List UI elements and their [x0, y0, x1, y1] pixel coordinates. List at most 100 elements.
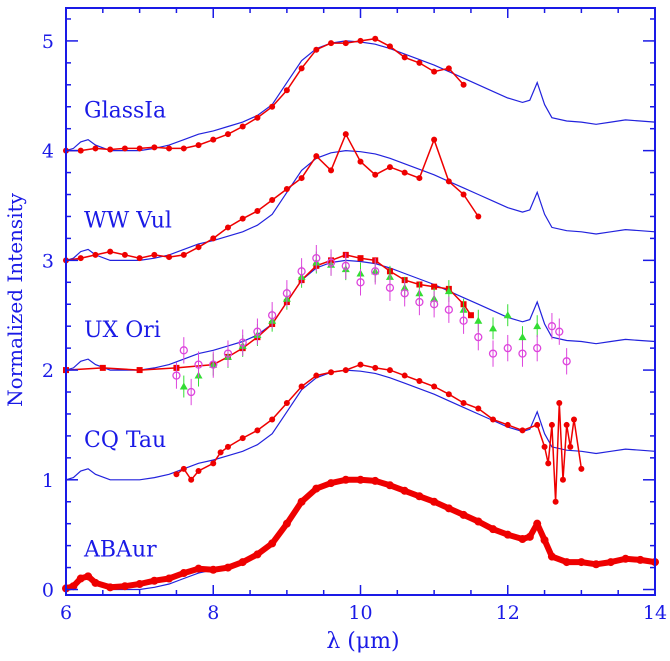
data-point-0-31 — [489, 525, 498, 534]
data-point-3-21 — [372, 171, 379, 178]
magenta-point-29 — [562, 357, 571, 366]
data-point-3-11 — [224, 224, 231, 231]
magenta-point-12 — [326, 258, 336, 267]
data-point-3-16 — [298, 175, 305, 182]
x-tick-label-14: 14 — [643, 602, 667, 624]
magenta-point-22 — [474, 333, 483, 342]
magenta-point-15 — [371, 267, 380, 276]
data-point-2-2 — [136, 367, 143, 374]
x-tick-label-12: 12 — [496, 602, 520, 624]
data-point-0-15 — [253, 550, 262, 559]
data-point-3-23 — [401, 169, 408, 176]
data-point-0-27 — [430, 497, 439, 506]
data-point-0-10 — [179, 569, 188, 578]
data-point-4-14 — [269, 103, 276, 110]
y-tick-label-5: 5 — [42, 31, 54, 53]
magenta-point-3 — [194, 360, 203, 369]
reference-line-3 — [65, 149, 656, 261]
data-point-1-33 — [559, 476, 566, 483]
magenta-point-13 — [341, 261, 350, 270]
data-point-4-4 — [121, 145, 128, 152]
data-point-0-11 — [194, 564, 203, 573]
data-point-0-38 — [562, 558, 571, 567]
data-point-0-41 — [606, 558, 615, 567]
data-point-0-12 — [209, 565, 218, 574]
data-point-4-24 — [416, 59, 423, 66]
reference-line-0 — [65, 479, 656, 591]
data-point-2-19 — [431, 283, 438, 290]
data-point-4-19 — [342, 40, 349, 47]
data-point-1-36 — [571, 416, 578, 423]
data-point-0-5 — [106, 583, 115, 592]
data-point-0-25 — [400, 486, 409, 495]
data-point-0-2 — [76, 574, 85, 583]
data-point-4-20 — [357, 37, 364, 44]
plot-area: ABAur CQ Tau UX Ori WW Vul GlassIa — [62, 35, 659, 593]
magenta-point-25 — [518, 349, 527, 358]
magenta-point-4 — [209, 360, 218, 369]
data-point-0-1 — [69, 582, 78, 591]
data-point-3-17 — [313, 153, 320, 160]
data-point-4-18 — [328, 40, 335, 47]
data-point-2-22 — [467, 312, 474, 319]
reference-line-4 — [65, 40, 656, 152]
series-label-0: ABAur — [83, 538, 157, 563]
data-point-4-10 — [210, 136, 217, 143]
data-point-0-32 — [503, 530, 512, 539]
series-line-0 — [63, 476, 658, 592]
series-1 — [173, 361, 585, 505]
magenta-point-8 — [267, 311, 277, 320]
data-point-2-14 — [357, 255, 364, 262]
green-point-23 — [518, 333, 527, 341]
data-point-0-40 — [592, 560, 601, 569]
magenta-point-10 — [297, 267, 306, 276]
data-point-4-2 — [92, 145, 99, 152]
data-point-0-24 — [385, 481, 394, 490]
data-point-1-22 — [460, 399, 467, 406]
data-point-1-25 — [504, 421, 511, 428]
y-tick-label-1: 1 — [42, 470, 54, 492]
magenta-point-16 — [385, 283, 395, 292]
data-point-1-14 — [342, 367, 349, 374]
data-point-3-8 — [180, 251, 187, 258]
plot-frame — [65, 7, 656, 596]
data-point-3-13 — [254, 207, 261, 214]
green-point-21 — [489, 324, 498, 332]
data-point-3-19 — [342, 131, 349, 138]
data-point-3-2 — [92, 251, 99, 258]
series-label-2: UX Ori — [84, 318, 161, 343]
data-point-1-37 — [578, 465, 585, 472]
data-point-1-24 — [490, 416, 497, 423]
magenta-point-23 — [488, 349, 498, 358]
data-point-3-28 — [475, 213, 482, 220]
series-0 — [62, 475, 659, 593]
data-point-1-15 — [357, 361, 364, 368]
green-point-22 — [503, 311, 512, 319]
series-3 — [63, 131, 482, 264]
y-tick-label-0: 0 — [42, 580, 54, 602]
data-point-4-1 — [77, 147, 84, 154]
data-point-1-0 — [173, 471, 180, 478]
x-tick-label-6: 6 — [60, 602, 72, 624]
data-point-1-27 — [534, 421, 541, 428]
data-point-1-12 — [313, 372, 320, 379]
data-point-0-36 — [540, 536, 549, 545]
data-point-1-21 — [445, 391, 452, 398]
magenta-point-14 — [356, 278, 365, 287]
green-point-24 — [533, 322, 542, 330]
data-point-0-18 — [297, 497, 306, 506]
data-point-4-16 — [298, 65, 305, 72]
data-point-0-14 — [238, 558, 247, 567]
magenta-point-21 — [459, 316, 468, 325]
magenta-point-19 — [429, 300, 439, 309]
data-point-4-5 — [136, 145, 143, 152]
data-point-4-6 — [151, 144, 158, 151]
data-point-0-19 — [312, 484, 321, 493]
data-point-4-17 — [313, 46, 320, 53]
data-point-0-33 — [518, 535, 527, 544]
data-point-3-4 — [121, 251, 128, 258]
data-point-1-10 — [283, 399, 290, 406]
y-axis-label: Normalized Intensity — [3, 192, 27, 407]
data-point-1-4 — [210, 460, 217, 467]
